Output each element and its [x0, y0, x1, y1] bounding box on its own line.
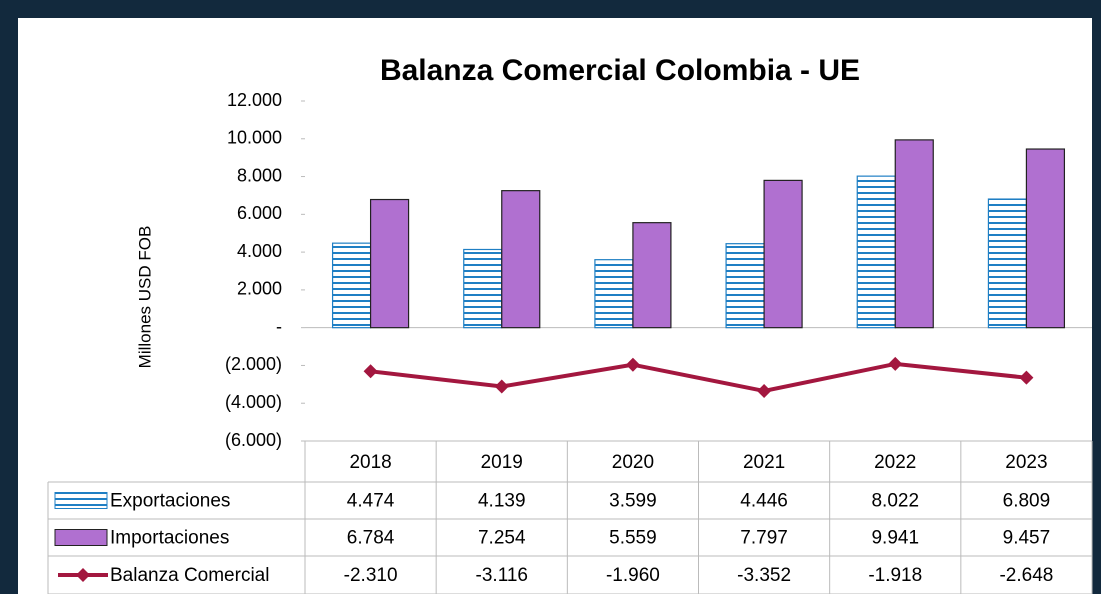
chart-title: Balanza Comercial Colombia - UE [380, 54, 860, 87]
bar [856, 175, 896, 329]
line-marker [625, 357, 640, 372]
legend-label: Exportaciones [110, 491, 230, 512]
table-header: 2020 [612, 452, 654, 473]
bar [594, 259, 634, 329]
line-marker [494, 379, 509, 394]
table-cell: -1.960 [606, 565, 660, 586]
bar [1025, 148, 1066, 329]
line-marker [363, 364, 378, 379]
legend-key [54, 492, 108, 509]
y-tick-label: 6.000 [237, 203, 282, 223]
table-header: 2018 [349, 452, 391, 473]
table-cell: 6.809 [1003, 491, 1051, 512]
table-header: 2019 [481, 452, 523, 473]
y-tick-label: 8.000 [237, 165, 282, 185]
table-cell: 9.457 [1003, 528, 1051, 549]
table-cell: 4.474 [347, 491, 395, 512]
bar [331, 242, 372, 329]
bar [463, 248, 503, 329]
y-tick-label: (4.000) [225, 392, 282, 412]
y-tick-label: (6.000) [225, 430, 282, 450]
table-cell: -2.310 [344, 565, 398, 586]
table-header: 2022 [874, 452, 916, 473]
table-cell: 8.022 [871, 491, 919, 512]
bar [369, 198, 410, 329]
line-marker [757, 383, 772, 398]
table-cell: 4.139 [478, 491, 526, 512]
legend-key [76, 568, 90, 582]
legend-label: Balanza Comercial [110, 565, 269, 586]
line-marker [888, 356, 903, 371]
bar [987, 198, 1028, 329]
y-tick-label: (2.000) [225, 354, 282, 374]
table-cell: 4.446 [740, 491, 788, 512]
bar [501, 190, 541, 329]
y-tick-label: 10.000 [227, 128, 282, 148]
y-axis-title: Millones USD FOB [135, 226, 154, 369]
table-header: 2021 [743, 452, 785, 473]
y-tick-label: 2.000 [237, 279, 282, 299]
bar [763, 179, 803, 329]
bar [632, 222, 672, 329]
bar [894, 139, 934, 329]
y-tick-label: 12.000 [227, 90, 282, 110]
table-cell: 5.559 [609, 528, 657, 549]
table-cell: -3.352 [737, 565, 791, 586]
table-header: 2023 [1005, 452, 1047, 473]
legend-label: Importaciones [110, 528, 229, 549]
table-cell: -1.918 [868, 565, 922, 586]
table-cell: 6.784 [347, 528, 395, 549]
bar [725, 243, 765, 329]
legend-key [54, 529, 108, 546]
table-cell: -3.116 [476, 565, 528, 586]
table-cell: 3.599 [609, 491, 657, 512]
line [370, 361, 1027, 394]
table-cell: 9.941 [871, 528, 919, 549]
table-cell: -2.648 [999, 565, 1053, 586]
table-cell: 7.254 [478, 528, 526, 549]
line-marker [1019, 370, 1034, 385]
table-cell: 7.797 [740, 528, 788, 549]
y-tick-label: - [276, 316, 282, 336]
y-tick-label: 4.000 [237, 241, 282, 261]
